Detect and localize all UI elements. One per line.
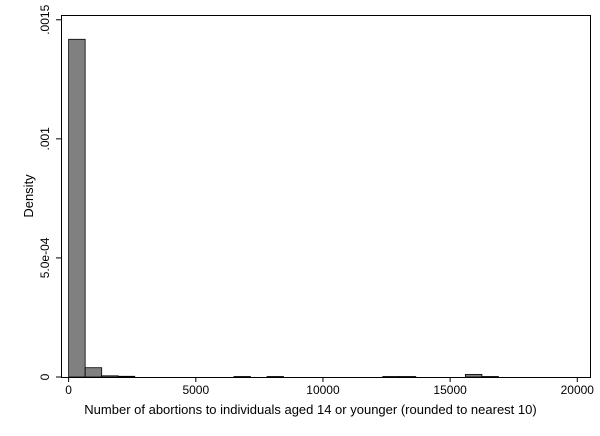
y-axis-title: Density <box>21 174 36 218</box>
x-tick-label: 5000 <box>182 383 209 397</box>
histogram-bar-10 <box>481 376 499 378</box>
histogram-bar-8 <box>398 376 417 378</box>
histogram-bar-6 <box>266 376 284 378</box>
y-tick-label: 0 <box>38 373 52 380</box>
x-tick-label: 20000 <box>561 383 595 397</box>
y-tick-label: .0015 <box>38 4 52 34</box>
x-tick-label: 15000 <box>433 383 467 397</box>
histogram-bar-3 <box>101 375 119 378</box>
histogram-bar-4 <box>117 375 136 378</box>
x-axis-title: Number of abortions to individuals aged … <box>84 402 536 417</box>
histogram-bar-9 <box>464 373 483 378</box>
y-axis-ticks: 0 5.0e-04 .001 .0015 <box>38 4 61 380</box>
histogram-bar-1 <box>68 38 86 378</box>
histogram-bar-5 <box>233 376 251 378</box>
x-axis-ticks: 0 5000 10000 15000 20000 <box>65 377 594 397</box>
histogram-bar-7 <box>382 376 400 378</box>
histogram-bar-2 <box>84 367 103 378</box>
y-tick-label: 5.0e-04 <box>38 237 52 278</box>
plot-frame <box>61 15 591 378</box>
x-tick-label: 10000 <box>306 383 340 397</box>
histogram-bars <box>68 38 499 378</box>
x-tick-label: 0 <box>65 383 72 397</box>
y-tick-label: .001 <box>38 127 52 151</box>
